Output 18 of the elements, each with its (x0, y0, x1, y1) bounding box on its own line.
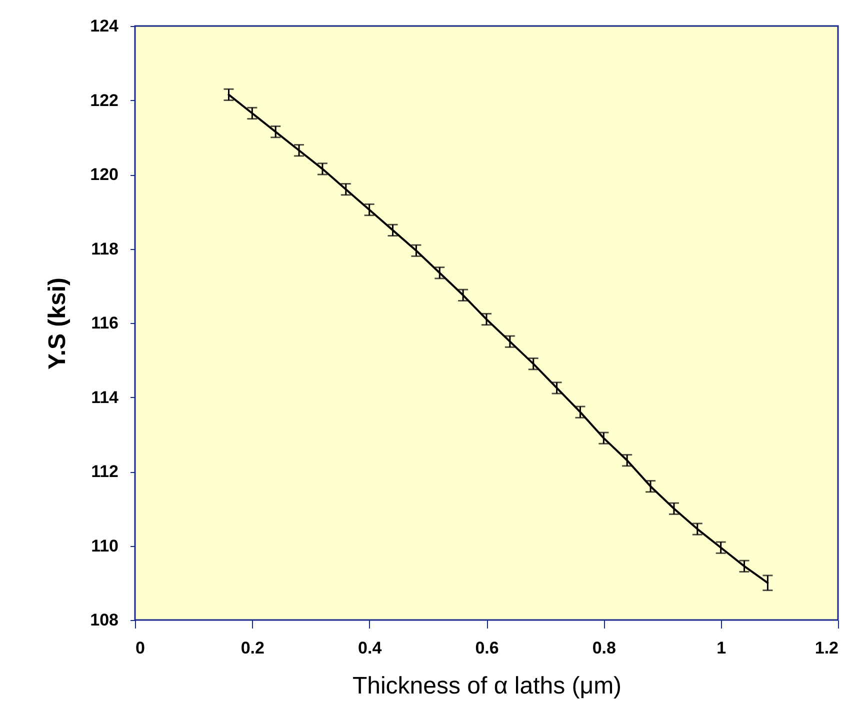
y-tick-label: 108 (90, 610, 118, 630)
x-axis-title: Thickness of α laths (μm) (352, 672, 622, 700)
y-tick-label: 124 (90, 16, 120, 36)
x-tick-label: 0.6 (475, 638, 499, 658)
y-tick-label: 114 (91, 388, 120, 407)
x-tick-label: 1.2 (814, 638, 838, 658)
x-tick-label: 0.2 (240, 638, 264, 658)
x-tick-label: 1 (716, 638, 726, 658)
y-tick-label: 112 (91, 462, 118, 481)
y-axis-title: Y.S (ksi) (44, 277, 72, 370)
x-tick-label: 0 (136, 638, 145, 658)
y-tick-label: 116 (91, 314, 118, 332)
y-tick-label: 120 (90, 165, 118, 184)
y-tick-label: 110 (91, 536, 118, 556)
y-tick-label: 118 (91, 239, 118, 258)
y-tick-label: 122 (90, 90, 118, 110)
x-tick-label: 0.8 (592, 638, 616, 658)
x-tick-label: 0.4 (358, 638, 382, 658)
